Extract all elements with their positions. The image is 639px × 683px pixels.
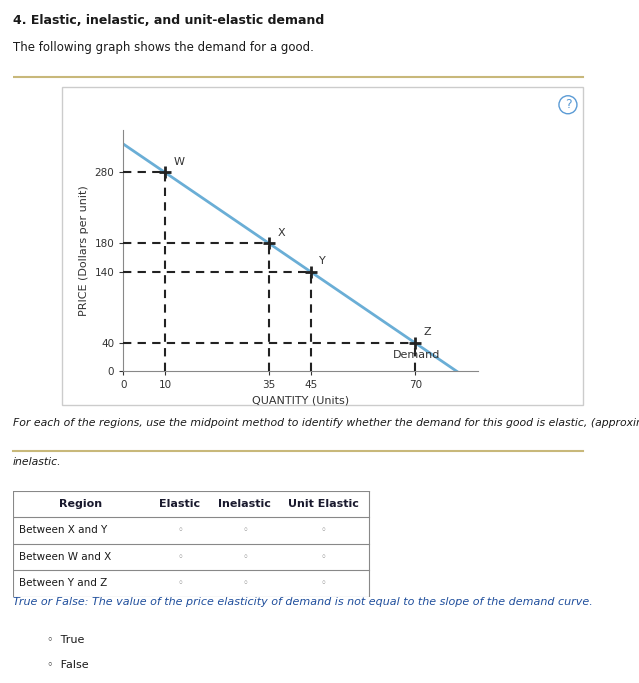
Text: Inelastic: Inelastic — [219, 499, 272, 509]
Text: W: W — [173, 156, 184, 167]
Text: Between Y and Z: Between Y and Z — [19, 579, 107, 589]
Text: True or False: The value of the price elasticity of demand is not equal to the s: True or False: The value of the price el… — [13, 597, 592, 607]
Text: Between X and Y: Between X and Y — [19, 525, 107, 535]
FancyBboxPatch shape — [62, 87, 583, 404]
Text: ◦: ◦ — [320, 579, 326, 589]
Text: Between W and X: Between W and X — [19, 552, 111, 562]
Text: ?: ? — [565, 98, 571, 111]
Text: 4. Elastic, inelastic, and unit-elastic demand: 4. Elastic, inelastic, and unit-elastic … — [13, 14, 324, 27]
Text: Region: Region — [59, 499, 102, 509]
Text: ◦: ◦ — [177, 525, 183, 535]
Text: ◦: ◦ — [320, 552, 326, 562]
Text: ◦: ◦ — [242, 552, 248, 562]
Text: ◦  False: ◦ False — [47, 660, 88, 670]
Text: X: X — [277, 227, 285, 238]
Text: Y: Y — [320, 256, 326, 266]
Text: For each of the regions, use the midpoint method to identify whether the demand : For each of the regions, use the midpoin… — [13, 417, 639, 428]
Text: ◦: ◦ — [177, 579, 183, 589]
X-axis label: QUANTITY (Units): QUANTITY (Units) — [252, 396, 349, 406]
Text: ◦: ◦ — [242, 579, 248, 589]
Text: ◦: ◦ — [320, 525, 326, 535]
Text: inelastic.: inelastic. — [13, 458, 61, 467]
Y-axis label: PRICE (Dollars per unit): PRICE (Dollars per unit) — [79, 185, 89, 316]
Text: The following graph shows the demand for a good.: The following graph shows the demand for… — [13, 42, 314, 55]
Text: ◦  True: ◦ True — [47, 635, 84, 645]
Text: Z: Z — [424, 327, 431, 337]
Text: ◦: ◦ — [242, 525, 248, 535]
Text: ◦: ◦ — [177, 552, 183, 562]
Text: Elastic: Elastic — [160, 499, 201, 509]
Text: Unit Elastic: Unit Elastic — [288, 499, 358, 509]
Text: Demand: Demand — [393, 350, 440, 360]
